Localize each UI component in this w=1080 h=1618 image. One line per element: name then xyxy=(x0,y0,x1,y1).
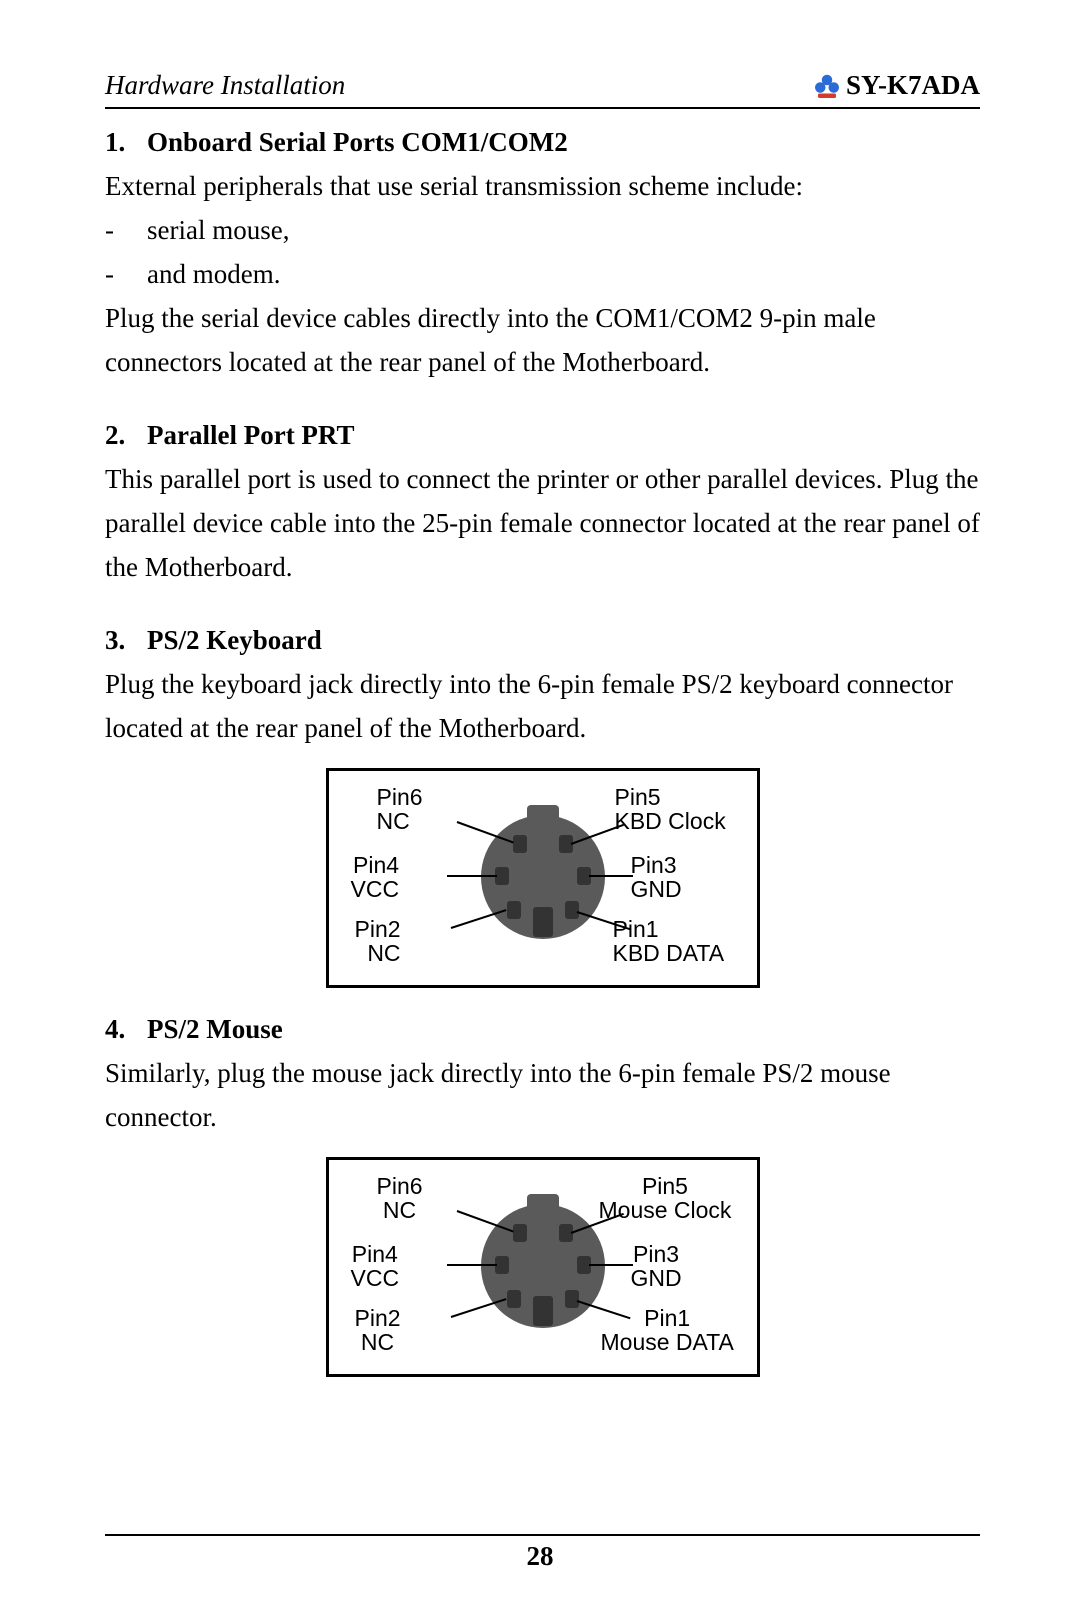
header-title: Hardware Installation xyxy=(105,70,345,101)
heading-3-num: 3. xyxy=(105,625,147,656)
label-pin6: Pin6 NC xyxy=(377,1174,423,1222)
page: Hardware Installation SY-K7ADA 1. Onboar… xyxy=(0,0,1080,1618)
heading-1: 1. Onboard Serial Ports COM1/COM2 xyxy=(105,127,980,158)
leader xyxy=(589,875,633,877)
label-pin4: Pin4 VCC xyxy=(351,853,400,901)
leader xyxy=(447,875,497,877)
connector-key xyxy=(533,1296,553,1326)
header-model: SY-K7ADA xyxy=(812,70,980,101)
page-header: Hardware Installation SY-K7ADA xyxy=(105,70,980,109)
pin-4-hole xyxy=(495,1256,509,1274)
diagram-mouse: Pin6 NC Pin5 Mouse Clock Pin4 VCC Pin3 G… xyxy=(326,1157,760,1377)
section-3-body: Plug the keyboard jack directly into the… xyxy=(105,662,980,750)
heading-1-num: 1. xyxy=(105,127,147,158)
pin-2-hole xyxy=(507,1290,521,1308)
diagram-mouse-wrap: Pin6 NC Pin5 Mouse Clock Pin4 VCC Pin3 G… xyxy=(105,1157,980,1377)
section-1-intro: External peripherals that use serial tra… xyxy=(105,164,980,208)
label-pin5: Pin5 Mouse Clock xyxy=(599,1174,732,1222)
list-dash: - xyxy=(105,208,147,252)
section-4-body: Similarly, plug the mouse jack directly … xyxy=(105,1051,980,1139)
heading-4-num: 4. xyxy=(105,1014,147,1045)
pin-4-hole xyxy=(495,867,509,885)
heading-1-title: Onboard Serial Ports COM1/COM2 xyxy=(147,127,568,158)
label-pin4: Pin4 VCC xyxy=(351,1242,400,1290)
section-3-para: Plug the keyboard jack directly into the… xyxy=(105,662,980,750)
leader xyxy=(589,1264,633,1266)
list-item-1: - serial mouse, xyxy=(105,208,980,252)
connector-key xyxy=(533,907,553,937)
pin-2-hole xyxy=(507,901,521,919)
pin-6-hole xyxy=(513,1224,527,1242)
label-pin2: Pin2 NC xyxy=(355,917,401,965)
label-pin1: Pin1 KBD DATA xyxy=(613,917,725,965)
list-item-2: - and modem. xyxy=(105,252,980,296)
diagram-keyboard-wrap: Pin6 NC Pin5 KBD Clock Pin4 VCC Pin3 GND… xyxy=(105,768,980,988)
label-pin5: Pin5 KBD Clock xyxy=(615,785,726,833)
list-dash: - xyxy=(105,252,147,296)
label-pin2: Pin2 NC xyxy=(355,1306,401,1354)
list-item-1-text: serial mouse, xyxy=(147,208,289,252)
heading-3-title: PS/2 Keyboard xyxy=(147,625,322,656)
label-pin1: Pin1 Mouse DATA xyxy=(601,1306,734,1354)
label-pin3: Pin3 GND xyxy=(631,1242,682,1290)
heading-2-title: Parallel Port PRT xyxy=(147,420,354,451)
label-pin3: Pin3 GND xyxy=(631,853,682,901)
section-2-para: This parallel port is used to connect th… xyxy=(105,457,980,589)
section-4-para: Similarly, plug the mouse jack directly … xyxy=(105,1051,980,1139)
footer-rule xyxy=(105,1534,980,1536)
pin-6-hole xyxy=(513,835,527,853)
header-model-text: SY-K7ADA xyxy=(846,70,980,101)
heading-4-title: PS/2 Mouse xyxy=(147,1014,283,1045)
page-number: 28 xyxy=(0,1541,1080,1572)
soyo-logo-icon xyxy=(812,71,842,101)
leader xyxy=(447,1264,497,1266)
heading-2-num: 2. xyxy=(105,420,147,451)
section-1-para: Plug the serial device cables directly i… xyxy=(105,296,980,384)
section-2-body: This parallel port is used to connect th… xyxy=(105,457,980,589)
diagram-keyboard: Pin6 NC Pin5 KBD Clock Pin4 VCC Pin3 GND… xyxy=(326,768,760,988)
section-1-body: External peripherals that use serial tra… xyxy=(105,164,980,384)
heading-4: 4. PS/2 Mouse xyxy=(105,1014,980,1045)
list-item-2-text: and modem. xyxy=(147,252,280,296)
heading-2: 2. Parallel Port PRT xyxy=(105,420,980,451)
label-pin6: Pin6 NC xyxy=(377,785,423,833)
heading-3: 3. PS/2 Keyboard xyxy=(105,625,980,656)
